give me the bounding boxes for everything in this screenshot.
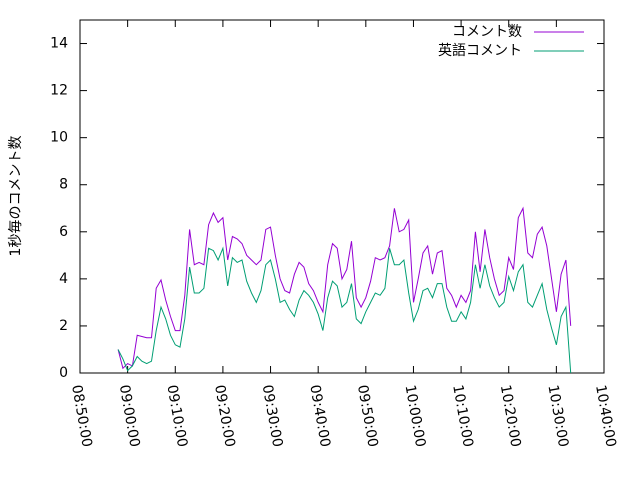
legend-label: コメント数	[452, 24, 522, 40]
x-tick-label: 08:50:00	[68, 384, 95, 449]
x-tick-label: 09:40:00	[306, 384, 333, 449]
y-tick-label: 0	[59, 365, 68, 381]
y-tick-label: 14	[50, 36, 68, 52]
x-tick-label: 09:30:00	[259, 384, 286, 449]
x-tick-label: 09:50:00	[354, 384, 381, 449]
legend-label: 英語コメント	[438, 42, 522, 59]
x-tick-label: 10:20:00	[497, 384, 524, 449]
x-tick-label: 10:40:00	[592, 384, 619, 449]
x-tick-label: 10:00:00	[402, 384, 429, 449]
x-tick-label: 09:00:00	[116, 384, 143, 449]
x-tick-label: 10:10:00	[449, 384, 476, 449]
y-tick-label: 10	[50, 130, 68, 146]
y-axis-label: 1秒毎のコメント数	[8, 136, 24, 257]
y-tick-label: 8	[59, 177, 68, 193]
series-line	[117, 246, 572, 374]
series-line	[117, 206, 572, 370]
x-tick-label: 10:30:00	[544, 384, 571, 449]
x-tick-label: 09:20:00	[211, 384, 238, 449]
y-tick-label: 2	[59, 318, 68, 334]
y-tick-label: 6	[59, 224, 68, 240]
y-tick-label: 4	[59, 271, 68, 287]
x-tick-label: 09:10:00	[163, 384, 190, 449]
plot-frame	[79, 19, 605, 374]
y-tick-label: 12	[50, 83, 68, 99]
